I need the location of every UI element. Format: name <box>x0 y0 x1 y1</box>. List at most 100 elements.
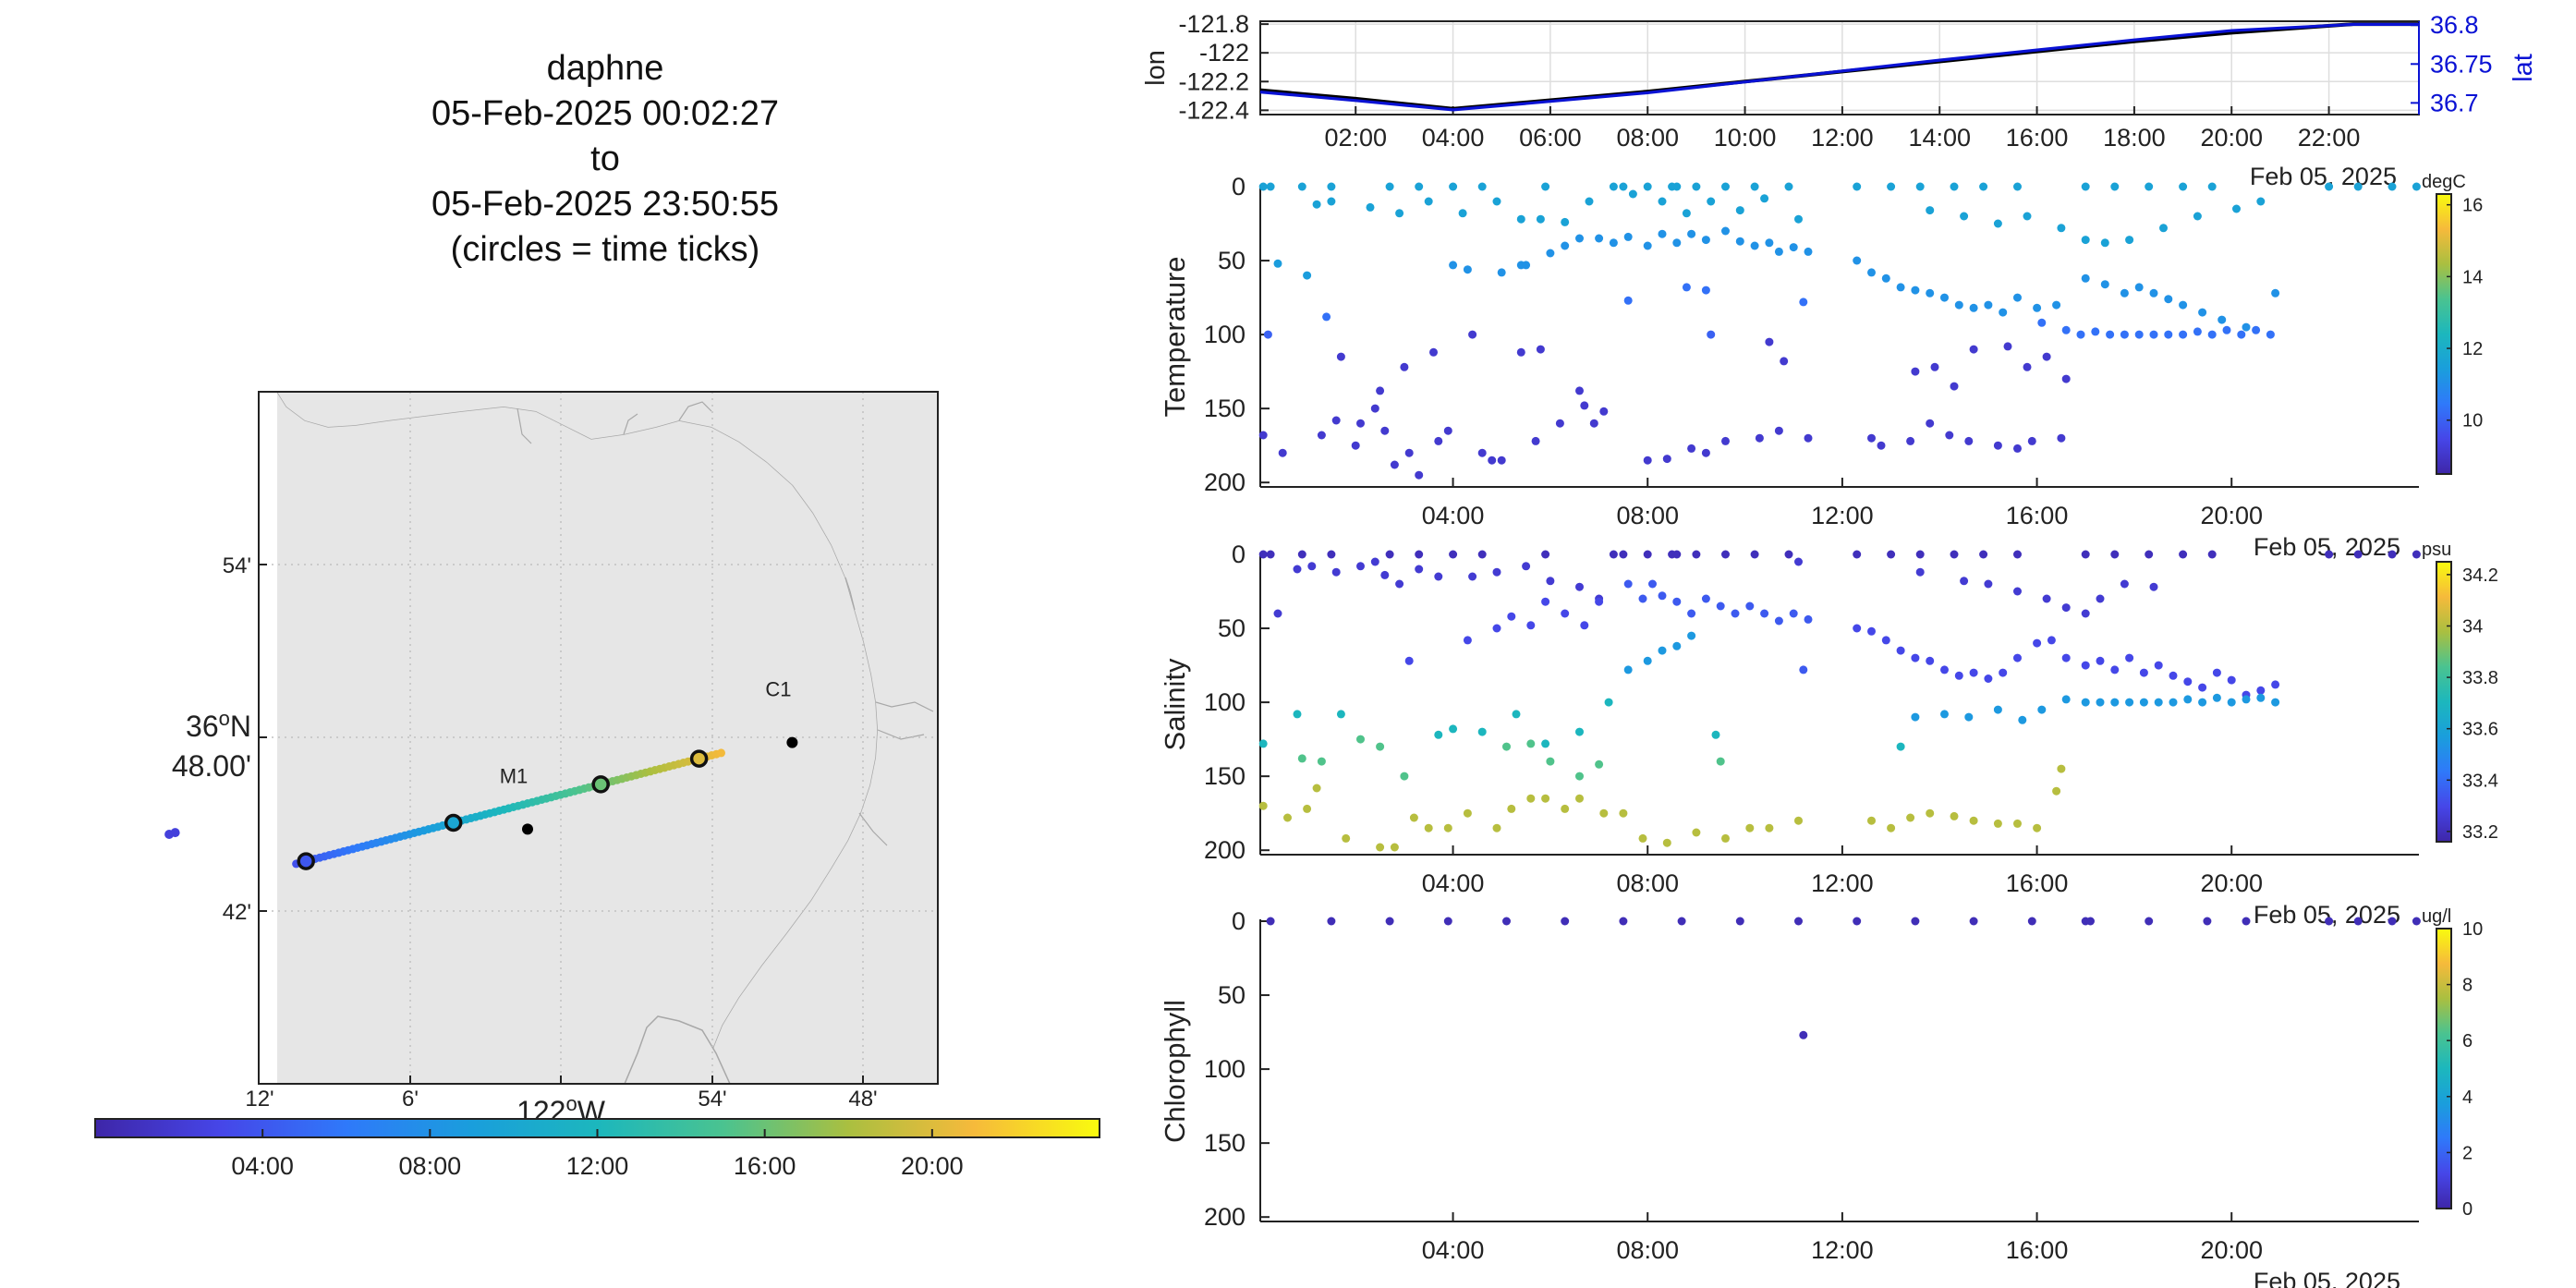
scatter-point <box>1492 567 1501 577</box>
scatter-point <box>2179 182 2188 191</box>
scatter-point <box>1623 296 1633 305</box>
scatter-point <box>2134 330 2144 339</box>
colorbar-tick-label: 10 <box>2462 919 2483 940</box>
x-tick-label: 08:00 <box>1616 124 1679 152</box>
scatter-point <box>1672 597 1682 606</box>
scatter-point <box>1853 624 1862 633</box>
scatter-point <box>1599 808 1609 818</box>
scatter-point <box>2037 318 2047 327</box>
map-lat-center-label: 36oN <box>186 707 251 743</box>
scatter-point <box>1623 232 1633 241</box>
x-tick-label: 08:00 <box>1616 502 1679 529</box>
y-tick-label: 200 <box>1204 468 1245 496</box>
scatter-point <box>1984 674 1993 683</box>
scatter-point <box>1429 347 1438 357</box>
x-tick-label: 08:00 <box>1616 869 1679 897</box>
colorbar-tick-label: 33.6 <box>2462 720 2498 740</box>
scatter-point <box>1687 631 1696 640</box>
scatter-point <box>1804 247 1813 256</box>
scatter-point <box>1366 202 1375 212</box>
scatter-point <box>1906 813 1915 822</box>
scatter-point <box>1867 626 1876 636</box>
colorbar-unit-label: degC <box>2422 172 2466 192</box>
scatter-point <box>1477 727 1487 736</box>
scatter-point <box>1575 234 1584 243</box>
scatter-point <box>1954 671 1963 680</box>
scatter-point <box>1400 772 1409 781</box>
scatter-point <box>1721 833 1730 843</box>
scatter-point <box>1940 293 1949 302</box>
scatter-point <box>1449 261 1458 270</box>
scatter-point <box>1507 612 1516 621</box>
scatter-point <box>2218 315 2227 324</box>
scatter-point <box>1623 579 1633 589</box>
scatter-point <box>1794 816 1803 825</box>
scatter-point <box>2412 917 2421 926</box>
scatter-point <box>1701 286 1710 295</box>
scatter-point <box>1497 268 1506 277</box>
scatter-point <box>1370 404 1379 413</box>
scatter-point <box>2042 352 2051 361</box>
scatter-point <box>1303 804 1312 813</box>
scatter-point <box>1424 823 1433 832</box>
scatter-point <box>2086 917 2095 926</box>
scatter-point <box>2353 550 2363 559</box>
scatter-point <box>2139 698 2148 707</box>
map-land-peninsula-tip <box>624 1015 731 1084</box>
scatter-point <box>2042 594 2051 603</box>
scatter-point <box>1609 550 1618 559</box>
scatter-point <box>1258 182 1268 191</box>
scatter-point <box>1643 550 1652 559</box>
scatter-point <box>2081 698 2090 707</box>
scatter-point <box>1258 550 1268 559</box>
scatter-point <box>1561 241 1570 250</box>
y-tick-label: -121.8 <box>1178 10 1249 38</box>
colorbar-unit-label: ug/l <box>2422 906 2451 927</box>
scatter-point <box>1774 426 1783 435</box>
scatter-point <box>1331 567 1341 577</box>
scatter-point <box>1351 441 1360 450</box>
y-tick-label: 200 <box>1204 1203 1245 1231</box>
x-tick-label: 04:00 <box>1422 869 1485 897</box>
scatter-point <box>1926 656 1935 665</box>
scatter-point <box>2388 917 2397 926</box>
scatter-point <box>2027 917 2036 926</box>
map-land-body <box>277 392 938 1084</box>
scatter-point <box>1784 550 1793 559</box>
time-tick-circle <box>689 749 709 768</box>
colorbar-tick-label: 0 <box>2462 1199 2473 1220</box>
scatter-point <box>2227 698 2236 707</box>
scatter-point <box>1595 759 1604 769</box>
y-tick-label: 150 <box>1204 762 1245 790</box>
scatter-point <box>1789 243 1798 252</box>
scatter-point <box>2212 668 2221 677</box>
title-start-time: 05-Feb-2025 00:02:27 <box>431 94 780 133</box>
scatter-point <box>2013 293 2022 302</box>
scatter-point <box>1867 816 1876 825</box>
colorbar-tick-label: 12 <box>2462 339 2483 359</box>
scatter-point <box>2271 288 2280 298</box>
scatter-point <box>2013 819 2022 828</box>
scatter-point <box>1969 668 1978 677</box>
scatter-point <box>1526 621 1536 630</box>
scatter-point <box>1312 784 1321 793</box>
scatter-point <box>2207 182 2217 191</box>
scatter-point <box>1682 209 1691 218</box>
scatter-point <box>1716 757 1725 766</box>
scatter-point <box>1307 562 1317 571</box>
map-lat-label-42: 42' <box>223 900 251 925</box>
scatter-point <box>1619 917 1628 926</box>
scatter-point <box>1950 550 1959 559</box>
scatter-point <box>2149 330 2158 339</box>
scatter-point <box>2120 288 2129 298</box>
station-marker <box>786 736 798 748</box>
colorbar-unit-label: psu <box>2422 540 2451 560</box>
x-tick-label: 12:00 <box>1811 869 1874 897</box>
map-rivers <box>516 401 934 846</box>
track-point <box>717 748 725 758</box>
salinity-panel: 0 50 100 150 200 04:00 08:00 12:00 16:00 20:00 Sal… <box>1159 540 2498 929</box>
scatter-point <box>1589 419 1598 428</box>
title-vehicle-name: daphne <box>546 49 664 88</box>
scatter-point <box>1492 197 1501 206</box>
scatter-point <box>1896 283 1905 292</box>
